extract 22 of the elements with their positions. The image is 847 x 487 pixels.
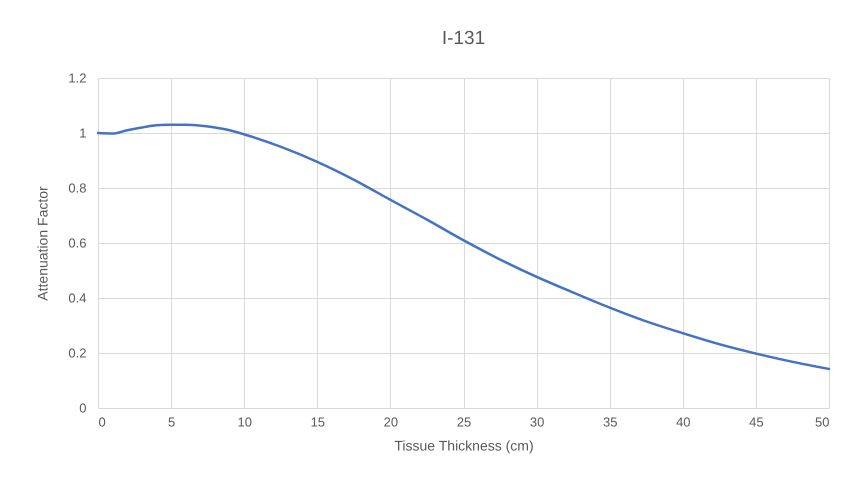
y-tick-label: 1 — [79, 126, 86, 140]
x-tick-label: 25 — [456, 414, 472, 430]
y-tick-label: 0.2 — [68, 346, 86, 360]
y-tick-label: 0.8 — [68, 180, 86, 196]
x-tick-label: 35 — [602, 414, 618, 430]
y-tick-label: 0 — [79, 400, 86, 416]
y-tick-label: 0.4 — [68, 290, 86, 306]
chart-title: I-131 — [442, 28, 486, 49]
x-tick-label: 40 — [676, 414, 691, 430]
x-tick-label: 5 — [168, 414, 176, 430]
x-tick-label: 15 — [310, 414, 326, 430]
x-tick-label: 45 — [749, 414, 764, 430]
y-axis-title: Attenuation Factor — [34, 186, 50, 301]
y-tick-label: 1.2 — [68, 70, 86, 86]
y-tick-label: 0.6 — [68, 236, 86, 250]
x-tick-label: 0 — [98, 414, 106, 430]
x-tick-label: 30 — [530, 414, 544, 430]
line-series — [96, 124, 830, 370]
x-axis-title: Tissue Thickness (cm) — [394, 438, 534, 454]
x-tick-label: 50 — [815, 414, 830, 430]
x-tick-label: 20 — [384, 414, 398, 430]
x-tick-label: 10 — [237, 414, 252, 430]
